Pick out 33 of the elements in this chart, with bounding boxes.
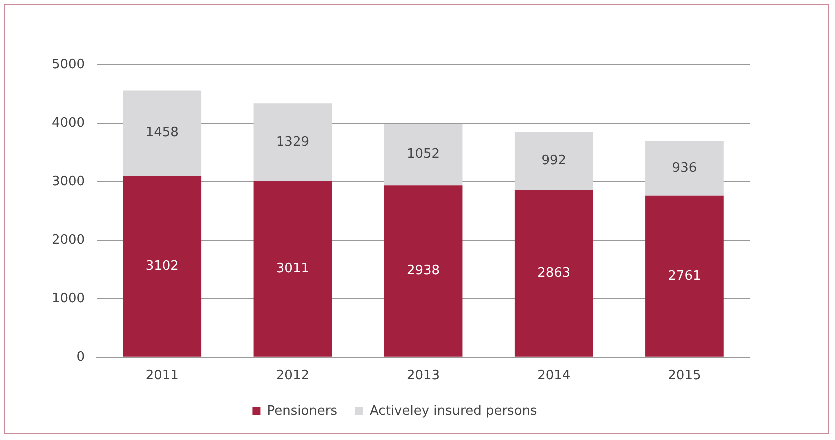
- legend-label: Activeley insured persons: [370, 404, 538, 419]
- y-tick-label: 5000: [52, 57, 86, 72]
- y-tick-label: 4000: [52, 116, 86, 131]
- bar: [646, 141, 724, 196]
- data-label: 2938: [406, 264, 440, 279]
- data-label: 936: [672, 160, 698, 176]
- data-label: 3011: [276, 261, 310, 276]
- x-tick-label: 2015: [668, 368, 702, 384]
- bar: [123, 90, 202, 176]
- x-tick-label: 2011: [146, 368, 179, 384]
- y-tick-label: 3000: [52, 174, 86, 190]
- bar: [384, 186, 463, 357]
- data-label: 2863: [538, 266, 571, 281]
- data-label: 992: [542, 153, 567, 168]
- bar: [514, 132, 594, 190]
- bar: [514, 190, 594, 357]
- y-tick-label: 2000: [52, 232, 86, 248]
- data-label: 1329: [276, 134, 310, 150]
- data-label: 3102: [146, 258, 179, 274]
- legend-label: Pensioners: [267, 404, 338, 419]
- y-tick-label: 0: [76, 350, 86, 365]
- bar: [254, 181, 332, 357]
- y-tick-label: 1000: [52, 291, 86, 306]
- bar: [646, 196, 724, 357]
- bar: [123, 176, 202, 357]
- x-tick-label: 2013: [406, 368, 440, 384]
- data-label: 1052: [406, 147, 440, 162]
- x-tick-label: 2012: [276, 368, 310, 384]
- bar: [384, 124, 463, 186]
- data-label: 2761: [668, 268, 702, 284]
- bar: [254, 104, 332, 182]
- x-tick-label: 2014: [538, 368, 571, 384]
- data-label: 1458: [146, 126, 179, 141]
